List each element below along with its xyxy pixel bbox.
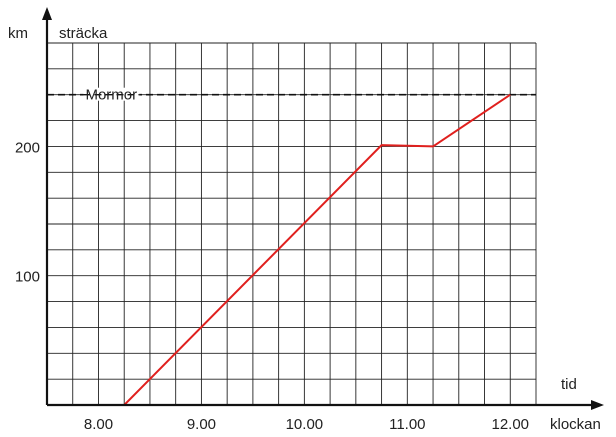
y-tick-label: 100 [15, 269, 40, 286]
y-axis-label: sträcka [59, 25, 108, 42]
x-tick-label: 10.00 [286, 416, 324, 433]
y-axis-unit: km [8, 25, 28, 42]
grid [46, 42, 537, 406]
x-tick-labels: 8.00 9.00 10.00 11.00 12.00 [84, 416, 529, 433]
x-tick-label: 11.00 [389, 416, 425, 433]
y-tick-label: 200 [15, 139, 40, 156]
y-tick-labels: 100 200 [15, 139, 40, 285]
x-axis-arrow-icon [591, 400, 604, 410]
reference-line-label: Mormor [85, 87, 137, 104]
x-tick-label: 12.00 [491, 416, 529, 433]
x-tick-label: 8.00 [84, 416, 113, 433]
x-tick-label: 9.00 [187, 416, 216, 433]
x-axis-label-klockan: klockan [550, 416, 601, 433]
series-line [123, 93, 511, 406]
x-axis-label-tid: tid [561, 376, 577, 393]
y-axis-arrow-icon [42, 7, 52, 20]
